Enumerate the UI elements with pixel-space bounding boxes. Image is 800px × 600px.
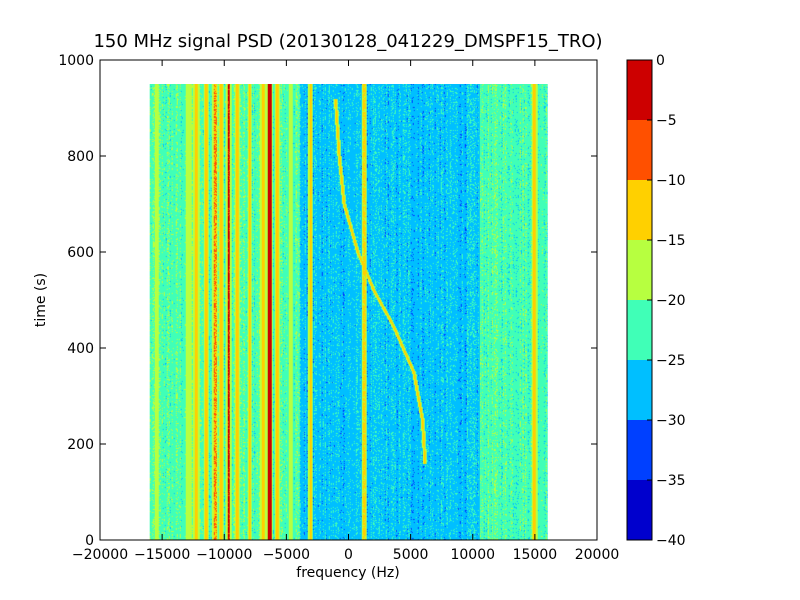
colorbar-tick-label: −5 (656, 113, 677, 129)
colorbar-tick-label: −20 (656, 293, 686, 309)
y-tick-label: 600 (67, 245, 94, 261)
colorbar-tick-label: 0 (656, 53, 665, 69)
colorbar-tick-label: −10 (656, 173, 686, 189)
psd-heatmap (149, 84, 548, 540)
colorbar-level (627, 480, 652, 540)
x-axis-label: frequency (Hz) (296, 565, 399, 581)
x-axis: −20000 −15000 −10000 −5000 0 5000 10000 15000 20… (72, 60, 619, 563)
colorbar-level (627, 360, 652, 420)
colorbar-level (627, 180, 652, 240)
plot-area: −20000 −15000 −10000 −5000 0 5000 10000 15000 20… (58, 53, 619, 563)
x-tick-label: 20000 (575, 547, 620, 563)
y-tick-label: 200 (67, 437, 94, 453)
x-tick-label: −15000 (134, 547, 190, 563)
x-tick-label: −20000 (72, 547, 128, 563)
colorbar-level (627, 240, 652, 300)
x-tick-label: 5000 (393, 547, 429, 563)
y-axis: 0 200 400 600 800 1000 (58, 53, 597, 549)
colorbar-level (627, 300, 652, 360)
y-axis-label: time (s) (33, 273, 49, 327)
colorbar-levels (627, 60, 652, 540)
x-tick-label: 15000 (513, 547, 558, 563)
x-tick-label: 0 (344, 547, 353, 563)
x-tick-label: −5000 (263, 547, 310, 563)
colorbar-ticks: 0 −5 −10 −15 −20 −25 −30 −35 −40 (647, 53, 686, 549)
colorbar-level (627, 420, 652, 480)
colorbar-tick-label: −25 (656, 353, 686, 369)
y-tick-label: 1000 (58, 53, 94, 69)
y-tick-label: 800 (67, 149, 94, 165)
y-tick-label: 0 (85, 533, 94, 549)
colorbar-tick-label: −15 (656, 233, 686, 249)
colorbar: 0 −5 −10 −15 −20 −25 −30 −35 −40 (626, 53, 686, 549)
chart-title: 150 MHz signal PSD (20130128_041229_DMSP… (93, 31, 602, 52)
y-tick-label: 400 (67, 341, 94, 357)
colorbar-level (627, 60, 652, 120)
colorbar-tick-label: −40 (656, 533, 686, 549)
colorbar-level (627, 120, 652, 180)
colorbar-tick-label: −35 (656, 473, 686, 489)
colorbar-tick-label: −30 (656, 413, 686, 429)
x-tick-label: 10000 (450, 547, 495, 563)
x-tick-label: −10000 (196, 547, 252, 563)
